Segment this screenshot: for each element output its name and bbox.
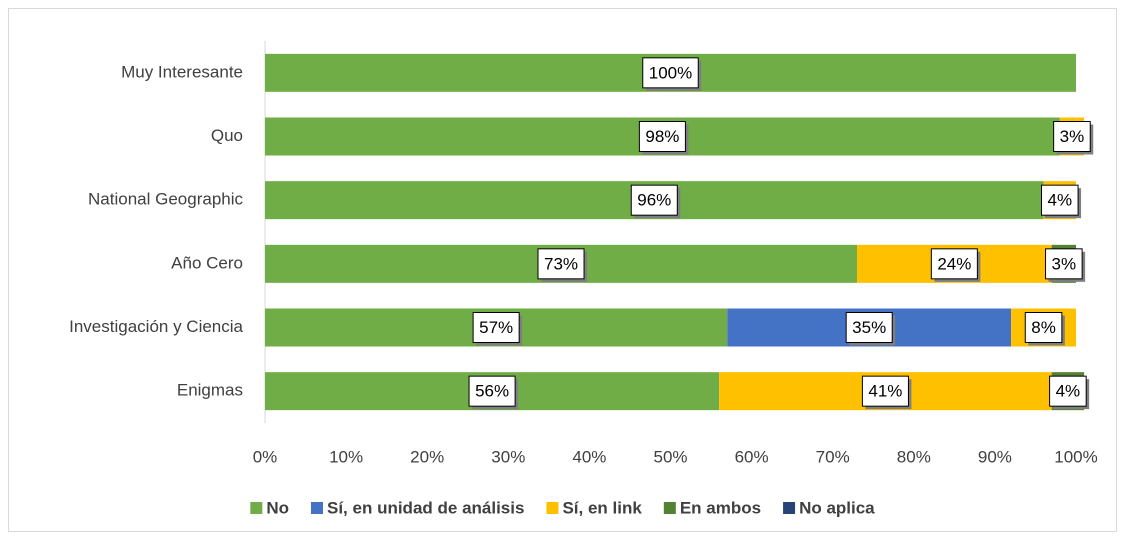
data-label: 35% [852,318,886,337]
data-label: 57% [479,318,513,337]
data-label: 41% [868,382,902,401]
data-label-box [638,121,686,152]
data-label-box [472,312,520,343]
data-label: 8% [1031,318,1056,337]
x-tick-label: 70% [816,447,850,466]
legend-label: No aplica [799,498,875,517]
data-label: 4% [1056,382,1081,401]
legend-swatch [546,502,559,514]
x-tick-label: 0% [253,447,278,466]
legend-swatch [663,502,676,514]
y-tick-label: National Geographic [88,190,243,209]
legend-label: No [266,498,289,517]
data-label-box [1053,121,1091,152]
legend-label: Sí, en link [562,498,642,517]
x-tick-label: 20% [410,447,444,466]
data-label: 73% [544,254,578,273]
y-tick-label: Enigmas [177,381,243,400]
y-tick-label: Quo [211,126,243,145]
data-label: 56% [475,382,509,401]
data-label-box [1040,184,1079,216]
legend-swatch [311,502,324,514]
x-tick-label: 90% [978,447,1012,466]
data-label-box [1045,248,1083,280]
x-tick-label: 60% [735,447,769,466]
x-tick-label: 40% [572,447,606,466]
x-tick-label: 100% [1054,447,1097,466]
legend-swatch [783,502,796,514]
x-tick-label: 50% [653,447,687,466]
data-label-box [845,312,893,343]
data-label-box [1049,375,1087,407]
data-label-box [642,57,699,89]
data-label: 98% [645,127,679,146]
data-label: 4% [1047,191,1072,210]
data-label: 96% [637,191,671,210]
data-label: 3% [1060,127,1085,146]
x-tick-label: 80% [897,447,931,466]
data-label-box [630,184,678,216]
x-tick-label: 10% [329,447,363,466]
data-label: 24% [937,254,971,273]
legend-label: En ambos [680,498,761,517]
legend-swatch [250,502,263,514]
data-label-box [537,248,585,280]
data-label-box [468,375,516,407]
legend-label: Sí, en unidad de análisis [327,498,524,517]
data-label-box [930,248,978,280]
y-tick-label: Año Cero [171,253,243,272]
y-tick-label: Investigación y Ciencia [69,317,243,336]
y-tick-label: Muy Interesante [121,62,243,81]
x-tick-label: 30% [491,447,525,466]
data-label-box [1024,312,1063,343]
data-label: 3% [1052,254,1077,273]
data-label-box [861,375,909,407]
data-label: 100% [649,63,692,82]
